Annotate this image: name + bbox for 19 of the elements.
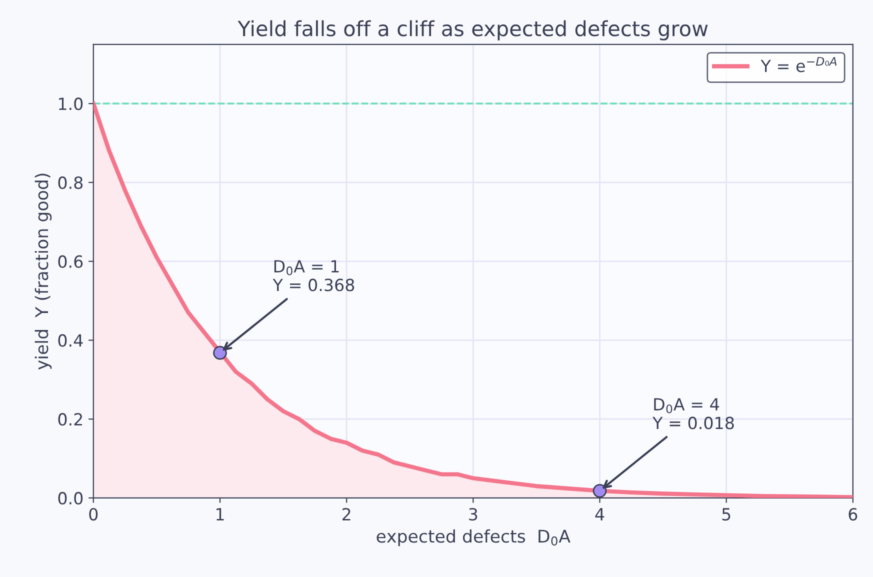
y-tick-label: 1.0: [59, 98, 83, 110]
x-tick-label: 0: [89, 508, 98, 521]
x-tick-label: 1: [216, 508, 224, 520]
y-tick-label: 0.2: [58, 413, 82, 426]
x-tick-label: 6: [848, 508, 858, 521]
y-tick-label: 0.8: [58, 176, 83, 190]
legend-label: Y = e$^{−D₀A}$: [760, 57, 837, 72]
y-tick-label: 0.6: [58, 255, 83, 268]
x-axis-title: expected defects D$_{0}$A: [376, 529, 570, 546]
y-tick-label: 0.4: [58, 334, 83, 347]
annotation: D$_{0}$A = 4 Y = 0.018: [652, 398, 734, 430]
x-tick-label: 2: [342, 508, 350, 520]
x-tick-label: 4: [595, 508, 604, 520]
chart-title: Yield falls off a cliff as expected defects grow: [238, 20, 708, 40]
x-tick-label: 5: [722, 508, 730, 521]
x-tick-label: 3: [469, 508, 478, 521]
annotation: D$_{0}$A = 1 Y = 0.368: [272, 260, 354, 292]
y-axis-title: yield Y (fraction good): [34, 174, 52, 370]
y-tick-label: 0.0: [58, 492, 83, 505]
